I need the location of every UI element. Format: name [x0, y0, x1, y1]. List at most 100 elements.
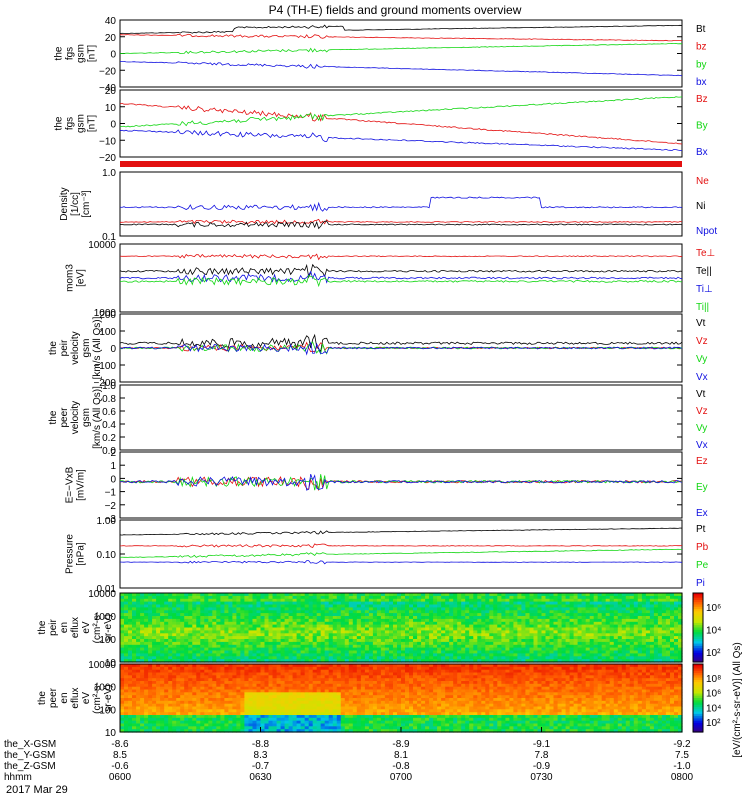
heatmap-cell [529, 627, 535, 631]
heatmap-cell [212, 595, 217, 600]
heatmap-cell [288, 595, 294, 600]
heatmap-cell [244, 678, 249, 682]
heatmap-cell [292, 700, 298, 705]
heatmap-cell [216, 644, 221, 649]
heatmap-cell [260, 616, 266, 620]
heatmap-cell [621, 616, 627, 620]
heatmap-cell [453, 630, 458, 634]
panel-10-ylabel: eV [81, 692, 92, 705]
heatmap-cell [493, 650, 498, 654]
heatmap-cell [164, 683, 169, 688]
heatmap-cell [224, 664, 229, 668]
heatmap-cell [276, 712, 282, 716]
heatmap-cell [292, 604, 298, 608]
heatmap-cell [453, 607, 458, 611]
heatmap-cell [348, 653, 354, 657]
heatmap-cell [457, 621, 462, 626]
heatmap-cell [429, 647, 434, 652]
heatmap-cell [328, 726, 334, 730]
heatmap-cell [384, 644, 390, 649]
legend-ne: Ne [696, 176, 709, 187]
heatmap-cell [372, 604, 378, 608]
heatmap-cell [613, 610, 619, 614]
heatmap-cell [132, 616, 137, 620]
heatmap-cell [405, 593, 410, 597]
heatmap-cell [633, 616, 639, 620]
heatmap-cell [168, 604, 173, 608]
heatmap-cell [348, 664, 354, 668]
heatmap-cell [232, 681, 237, 685]
heatmap-cell [160, 723, 165, 727]
heatmap-cell [661, 659, 667, 663]
heatmap-cell [248, 681, 254, 685]
heatmap-cell [236, 666, 241, 671]
heatmap-cell [376, 639, 382, 643]
heatmap-cell [589, 607, 595, 611]
heatmap-cell [340, 689, 346, 693]
heatmap-cell [625, 610, 631, 614]
heatmap-cell [284, 681, 290, 685]
heatmap-cell [252, 706, 258, 710]
heatmap-cell [168, 678, 173, 682]
heatmap-cell [308, 604, 314, 608]
heatmap-cell [300, 627, 306, 631]
heatmap-cell [280, 706, 286, 710]
heatmap-cell [288, 689, 294, 693]
heatmap-cell [433, 659, 438, 663]
heatmap-cell [236, 703, 241, 708]
heatmap-cell [637, 598, 643, 603]
heatmap-cell [304, 624, 310, 629]
heatmap-cell [196, 669, 201, 674]
heatmap-cell [256, 650, 262, 654]
heatmap-cell [236, 686, 241, 691]
panel-6: the peer velocity gsm [km/s (All Qs)] 1.00.80… [48, 381, 708, 457]
heatmap-cell [148, 604, 153, 608]
heatmap-cell [276, 664, 282, 668]
heatmap-cell [368, 624, 374, 629]
heatmap-cell [124, 669, 129, 674]
heatmap-cell [336, 678, 342, 682]
heatmap-cell [336, 647, 342, 652]
heatmap-cell [128, 627, 133, 631]
heatmap-cell [545, 624, 551, 629]
heatmap-cell [585, 633, 591, 637]
heatmap-cell [360, 616, 366, 620]
heatmap-cell [316, 650, 322, 654]
heatmap-cell [497, 627, 502, 631]
heatmap-cell [389, 593, 394, 597]
heatmap-cell [224, 715, 229, 719]
heatmap-cell [272, 720, 278, 725]
heatmap-cell [312, 698, 318, 702]
heatmap-cell [505, 616, 510, 620]
heatmap-cell [216, 675, 221, 679]
heatmap-cell [204, 595, 209, 600]
heatmap-cell [593, 613, 599, 617]
heatmap-cell [561, 656, 567, 660]
heatmap-cell [180, 729, 185, 733]
heatmap-cell [485, 598, 490, 603]
heatmap-cell [232, 630, 237, 634]
heatmap-cell [256, 664, 262, 668]
heatmap-cell [637, 601, 643, 606]
heatmap-cell [304, 686, 310, 691]
heatmap-cell [397, 607, 402, 611]
heatmap-cell [557, 595, 563, 600]
heatmap-cell [384, 618, 390, 623]
heatmap-cell [364, 630, 370, 634]
heatmap-cell [405, 639, 410, 643]
panel-1-ylabel: gsm [76, 44, 87, 63]
heatmap-cell [328, 593, 334, 597]
heatmap-cell [364, 650, 370, 654]
heatmap-cell [220, 672, 225, 676]
heatmap-cell [232, 633, 237, 637]
heatmap-cell [160, 686, 165, 691]
heatmap-cell [160, 618, 165, 623]
heatmap-cell [124, 672, 129, 676]
heatmap-cell [156, 656, 161, 660]
heatmap-cell [144, 666, 149, 671]
heatmap-cell [541, 639, 547, 643]
heatmap-cell [473, 641, 478, 646]
heatmap-cell [625, 613, 631, 617]
heatmap-cell [164, 647, 169, 652]
heatmap-cell [661, 610, 667, 614]
